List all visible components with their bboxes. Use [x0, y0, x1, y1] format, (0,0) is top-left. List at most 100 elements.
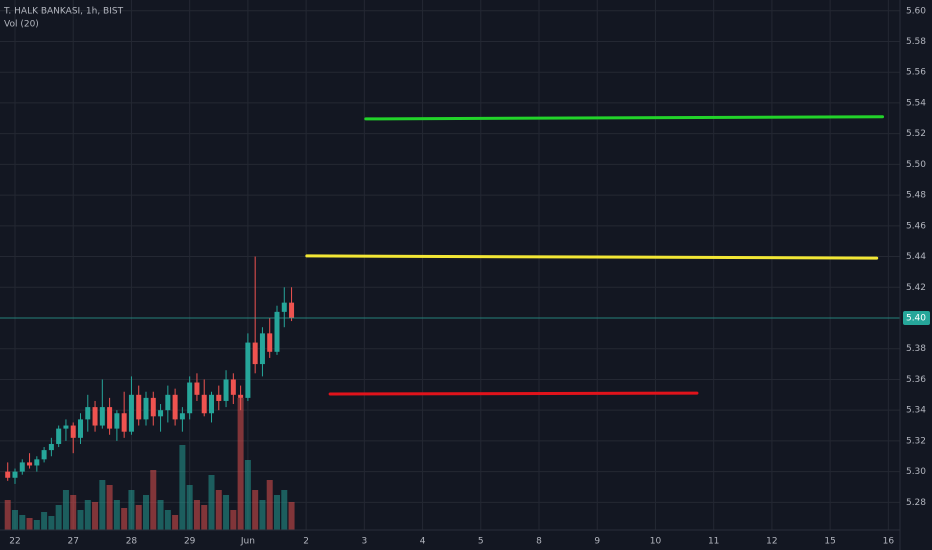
candle-body — [70, 425, 76, 438]
y-tick-label: 5.58 — [906, 37, 926, 47]
volume-bar — [215, 490, 222, 530]
y-tick-label: 5.36 — [906, 375, 926, 385]
x-tick-label: Jun — [240, 537, 255, 547]
volume-bar — [274, 495, 281, 530]
candle-body — [12, 471, 18, 478]
candle-body — [128, 394, 134, 432]
candle-body — [34, 459, 40, 466]
candle-body — [194, 382, 200, 395]
candle-body — [121, 413, 127, 432]
x-tick-label: 27 — [67, 537, 78, 547]
candle-body — [187, 382, 193, 414]
volume-bar — [208, 475, 215, 530]
volume-bar — [41, 512, 48, 530]
volume-bar — [92, 502, 99, 530]
volume-bar — [201, 505, 208, 530]
volume-bar — [99, 480, 106, 530]
candle-body — [252, 342, 258, 365]
horizontal-line-drawing — [364, 115, 885, 121]
horizontal-line-drawing — [305, 254, 879, 260]
volume-bar — [157, 500, 164, 530]
y-tick-label: 5.50 — [906, 160, 926, 170]
y-tick-label: 5.52 — [906, 129, 926, 139]
y-tick-label: 5.32 — [906, 436, 926, 446]
volume-bar — [186, 485, 193, 530]
candle-body — [201, 394, 207, 414]
candle-body — [85, 407, 91, 420]
volume-bar — [106, 485, 113, 530]
volume-bar — [11, 510, 18, 530]
candle-body — [223, 379, 229, 401]
volume-bar — [128, 490, 135, 530]
volume-bar — [281, 490, 288, 530]
candle-body — [259, 333, 265, 365]
plot — [0, 115, 900, 530]
candle-body — [114, 413, 120, 429]
candle-body — [238, 394, 244, 398]
x-tick-label: 10 — [650, 537, 662, 547]
y-tick-label: 5.38 — [906, 344, 926, 354]
x-tick-label: 22 — [9, 537, 20, 547]
candle-body — [99, 407, 105, 426]
volume-bar — [26, 518, 33, 530]
volume-bar — [33, 520, 40, 530]
volume-bar — [55, 505, 62, 530]
x-tick-label: 8 — [536, 537, 542, 547]
x-tick-label: 29 — [184, 537, 196, 547]
x-tick-label: 2 — [303, 537, 309, 547]
volume-bar — [77, 510, 84, 530]
x-tick-label: 12 — [766, 537, 777, 547]
volume-bar — [48, 516, 55, 530]
candle-body — [267, 333, 273, 352]
candle-body — [150, 397, 156, 417]
candle-body — [289, 302, 295, 318]
candle-body — [230, 379, 236, 395]
y-tick-label: 5.34 — [906, 406, 926, 416]
volume-bar — [4, 500, 11, 530]
volume-bar — [135, 505, 142, 530]
y-tick-label: 5.42 — [906, 283, 926, 293]
y-tick-label: 5.28 — [906, 498, 926, 508]
y-tick-label: 5.44 — [906, 252, 926, 262]
volume-bar — [266, 480, 273, 530]
volume-bar — [172, 515, 179, 530]
candle-body — [92, 407, 98, 426]
candle-body — [143, 397, 149, 420]
candle-body — [41, 450, 47, 460]
candle-body — [158, 410, 164, 417]
horizontal-line-drawing — [328, 391, 699, 396]
last-price-label: 5.40 — [906, 314, 926, 324]
candle-body — [63, 425, 69, 429]
candle-body — [216, 394, 222, 401]
candle-body — [5, 471, 11, 478]
volume-bar — [288, 502, 295, 530]
x-tick-label: 5 — [478, 537, 484, 547]
y-tick-label: 5.48 — [906, 191, 926, 201]
y-tick-label: 5.56 — [906, 68, 926, 78]
candle-body — [274, 311, 280, 352]
candle-body — [245, 342, 251, 398]
volume-bar — [164, 510, 171, 530]
y-tick-label: 5.54 — [906, 98, 926, 108]
volume-bar — [259, 500, 266, 530]
volume-bar — [62, 490, 69, 530]
candle-body — [179, 413, 185, 420]
x-tick-label: 16 — [883, 537, 895, 547]
y-tick-label: 5.46 — [906, 221, 926, 231]
volume-bar — [252, 490, 259, 530]
y-tick-label: 5.30 — [906, 467, 926, 477]
volume-label: Vol (20) — [4, 20, 39, 30]
last-price-box — [903, 311, 930, 325]
volume-bar — [179, 445, 186, 530]
volume-bar — [19, 515, 26, 530]
x-tick-label: 15 — [824, 537, 835, 547]
candle-body — [77, 419, 83, 438]
volume-bar — [237, 398, 244, 530]
x-tick-label: 11 — [708, 537, 719, 547]
candle-body — [208, 394, 214, 414]
candle-body — [281, 302, 287, 312]
volume-bar — [121, 508, 128, 530]
candle-body — [172, 394, 178, 420]
volume-bar — [84, 500, 91, 530]
